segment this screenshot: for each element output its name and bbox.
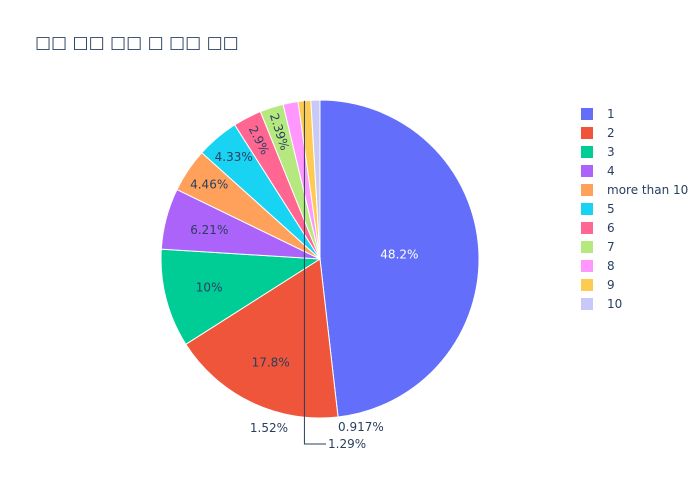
legend-swatch [581,222,593,234]
legend-item-1[interactable]: 1 [581,107,615,121]
legend-swatch [581,165,593,177]
legend-item-3[interactable]: 3 [581,145,615,159]
legend-swatch [581,108,593,120]
slices-layer [160,99,480,419]
slice-label-4: 6.21% [190,223,228,237]
legend-label: 3 [607,145,615,159]
legend-swatch [581,279,593,291]
slice-label-8: 1.52% [250,421,288,435]
legend: 1 2 3 4 more than 10 5 6 7 8 9 10 [581,107,688,311]
legend-item-5[interactable]: 5 [581,202,615,216]
slice-label-9: 1.29% [328,437,366,451]
legend-item-8[interactable]: 8 [581,259,615,273]
slice-label-2: 17.8% [252,355,290,369]
legend-label: 5 [607,202,615,216]
legend-swatch [581,127,593,139]
legend-item-4[interactable]: 4 [581,164,615,178]
legend-item-more-than-10[interactable]: more than 10 [581,183,688,197]
legend-swatch [581,298,593,310]
pie-slice-2[interactable] [185,258,339,419]
legend-item-6[interactable]: 6 [581,221,615,235]
legend-label: more than 10 [607,183,688,197]
legend-swatch [581,203,593,215]
legend-label: 2 [607,126,615,140]
legend-label: 4 [607,164,615,178]
slice-label-more-than-10: 4.46% [190,177,228,191]
leader-line-9 [303,100,326,445]
legend-swatch [581,260,593,272]
pie-slice-10[interactable] [310,99,321,260]
legend-swatch [581,241,593,253]
legend-label: 6 [607,221,615,235]
legend-label: 7 [607,240,615,254]
legend-swatch [581,146,593,158]
legend-item-9[interactable]: 9 [581,278,615,292]
legend-label: 1 [607,107,615,121]
slice-label-5: 4.33% [215,150,253,164]
pie-slice-1[interactable] [319,99,480,418]
slice-label-1: 48.2% [380,247,418,261]
pie-slice-3[interactable] [160,248,322,345]
legend-label: 9 [607,278,615,292]
slice-label-10: 0.917% [338,420,384,434]
legend-item-2[interactable]: 2 [581,126,615,140]
slice-label-3: 10% [196,281,223,295]
legend-label: 8 [607,259,615,273]
legend-item-7[interactable]: 7 [581,240,615,254]
legend-swatch [581,184,593,196]
legend-label: 10 [607,297,622,311]
chart-title: □□ □□ □□ □ □□ □□ [35,33,239,53]
legend-item-10[interactable]: 10 [581,297,622,311]
